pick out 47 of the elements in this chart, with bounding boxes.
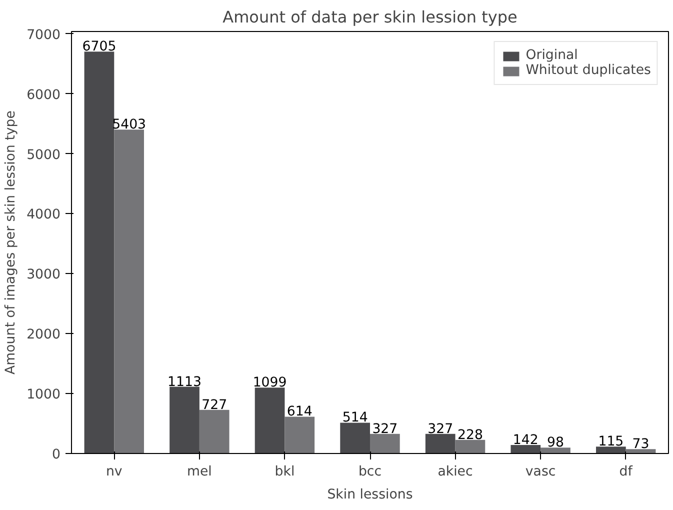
chart-title: Amount of data per skin lession type: [222, 8, 518, 26]
data-label: 142: [512, 432, 538, 448]
data-label: 327: [372, 422, 398, 437]
bar: [626, 449, 656, 454]
bar: [84, 52, 114, 454]
y-tick-label: 6000: [26, 88, 61, 103]
y-tick-label: 7000: [26, 28, 61, 43]
y-tick-label: 5000: [26, 148, 61, 163]
legend-label: Whitout duplicates: [526, 63, 651, 78]
data-label: 1113: [168, 374, 202, 390]
x-tick-label: vasc: [525, 464, 556, 480]
data-label: 73: [632, 437, 650, 452]
bar: [455, 440, 486, 454]
bar: [199, 410, 230, 454]
y-axis-title: Amount of images per skin lession type: [4, 110, 19, 374]
x-tick-label: mel: [186, 464, 212, 480]
x-axis-title: Skin lessions: [327, 488, 413, 502]
data-label: 6705: [82, 40, 116, 55]
x-tick-label: akiec: [438, 464, 473, 480]
legend-label: Original: [526, 48, 578, 63]
x-tick-label: df: [619, 464, 633, 480]
y-tick-label: 0: [52, 448, 61, 462]
data-label: 327: [428, 422, 454, 437]
y-tick-label: 1000: [26, 388, 61, 403]
data-label: 228: [457, 428, 483, 443]
y-tick-label: 4000: [26, 208, 61, 223]
x-tick-label: nv: [106, 464, 122, 480]
x-tick-label: bcc: [358, 464, 382, 480]
bar: [284, 416, 315, 454]
data-label: 727: [202, 398, 228, 413]
y-tick-label: 2000: [26, 328, 61, 343]
bar: [114, 130, 144, 454]
data-label: 115: [598, 434, 624, 450]
data-label: 98: [547, 436, 564, 451]
bar: [510, 444, 541, 454]
bar: [540, 448, 570, 454]
bar: [170, 386, 200, 454]
bar: [370, 434, 400, 454]
data-label: 514: [342, 410, 368, 426]
bar: [596, 446, 626, 454]
bar: [425, 434, 456, 454]
x-tick-label: bkl: [274, 464, 295, 480]
data-label: 1099: [252, 376, 287, 391]
data-label: 614: [286, 404, 312, 420]
bar: [340, 422, 370, 454]
y-tick-label: 3000: [26, 268, 61, 283]
bar: [254, 388, 285, 454]
